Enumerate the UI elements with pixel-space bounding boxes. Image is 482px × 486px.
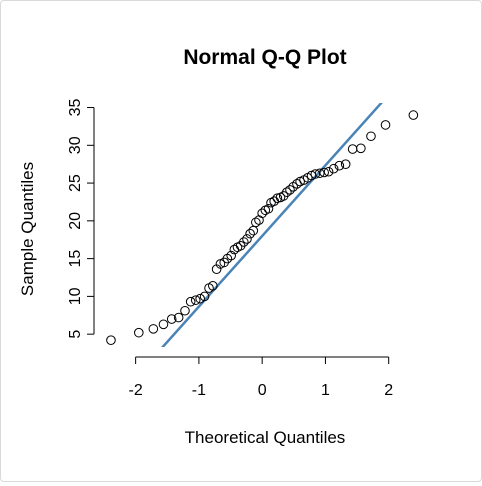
y-tick-label: 30	[67, 136, 84, 154]
data-point	[180, 305, 190, 316]
data-point	[166, 314, 177, 324]
points-layer	[106, 110, 419, 346]
chart-title: Normal Q-Q Plot	[183, 46, 346, 69]
y-tick-label: 5	[67, 330, 84, 339]
data-point	[239, 237, 249, 247]
data-point	[148, 324, 159, 334]
y-tick-label: 35	[67, 99, 84, 117]
data-point	[263, 203, 274, 214]
data-point	[242, 234, 252, 244]
data-point	[285, 185, 295, 195]
data-point	[380, 120, 391, 130]
data-point	[173, 312, 184, 323]
y-tick-label: 15	[67, 250, 84, 268]
data-point	[356, 143, 366, 154]
data-point	[257, 208, 267, 219]
data-point	[199, 291, 210, 302]
data-point	[133, 327, 144, 338]
data-point	[347, 144, 358, 154]
data-point	[185, 296, 196, 307]
x-tick-label: 1	[321, 382, 330, 399]
data-point	[408, 110, 419, 120]
data-point	[310, 169, 321, 179]
data-point	[251, 217, 261, 228]
data-point	[208, 281, 218, 291]
x-tick-label: -2	[129, 382, 143, 399]
data-point	[319, 167, 329, 178]
data-point	[245, 228, 255, 239]
data-point	[340, 159, 351, 169]
data-point	[195, 293, 205, 304]
data-point	[235, 240, 246, 251]
data-point	[334, 160, 345, 171]
data-point	[190, 295, 201, 305]
y-tick-label: 10	[67, 287, 84, 305]
y-tick-label: 25	[67, 174, 84, 192]
data-point	[226, 250, 236, 261]
x-tick-label: 0	[258, 382, 267, 399]
x-tick-label: -1	[192, 382, 206, 399]
x-axis-label: Theoretical Quantiles	[185, 428, 346, 447]
data-point	[328, 163, 339, 174]
x-tick-label: 2	[384, 382, 393, 399]
data-point	[323, 166, 334, 177]
qq-reference-line	[161, 103, 383, 347]
y-tick-label: 20	[67, 212, 84, 230]
data-point	[158, 319, 169, 330]
data-point	[314, 168, 325, 179]
plot-area	[161, 103, 383, 347]
data-point	[106, 335, 116, 346]
data-point	[282, 187, 292, 197]
y-axis-label: Sample Quantiles	[18, 162, 37, 296]
data-point	[222, 253, 233, 264]
data-point	[366, 131, 376, 142]
